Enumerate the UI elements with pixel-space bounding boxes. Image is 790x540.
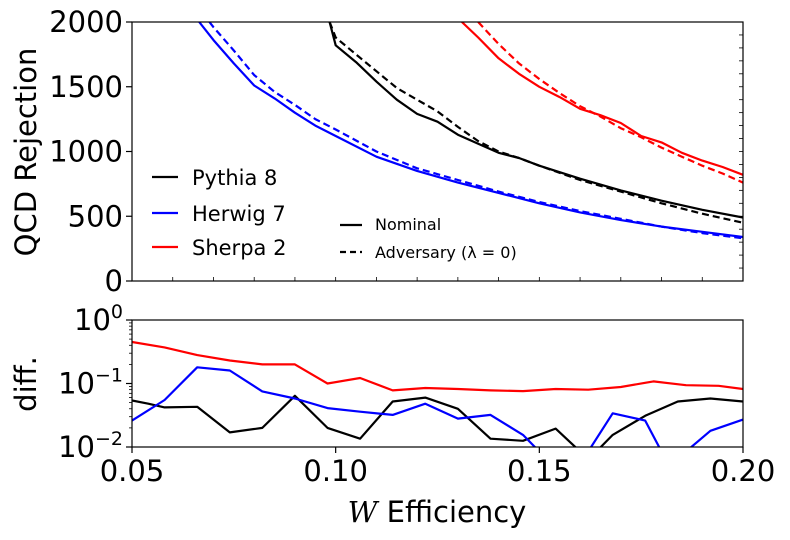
- top-series-group: [198, 22, 743, 240]
- diff-series-pythia-8: [132, 394, 743, 447]
- bottom-tick-group: 0.05 0.10 0.15 0.20 100 10−1 10−2: [58, 301, 775, 488]
- log-y-tick-label: 10−1: [58, 365, 123, 401]
- bottom-plot-frame: [131, 319, 744, 448]
- top-plot-frame: [131, 21, 744, 282]
- legend-label-pythia: Pythia 8: [192, 166, 277, 190]
- bottom-y-axis-label: diff.: [9, 356, 43, 412]
- x-axis-label-text: Efficiency: [377, 495, 526, 529]
- diff-series-herwig-7: [132, 366, 743, 447]
- generator-legend: Pythia 8 Herwig 7 Sherpa 2: [152, 166, 286, 260]
- y-tick-label: 0: [105, 264, 123, 298]
- x-tick-label: 0.15: [507, 454, 572, 488]
- x-tick-label: 0.20: [711, 454, 776, 488]
- legend-label-nominal: Nominal: [375, 215, 441, 234]
- x-axis-label: W Efficiency: [348, 495, 527, 529]
- y-tick-label: 500: [68, 199, 123, 233]
- series-pythia-8-adversary: [328, 22, 743, 224]
- legend-label-herwig: Herwig 7: [192, 202, 286, 226]
- log-y-tick-label: 10−2: [58, 428, 123, 464]
- bottom-panel: 0.05 0.10 0.15 0.20 100 10−1 10−2 diff. W Effi…: [9, 301, 775, 529]
- legend-label-sherpa: Sherpa 2: [192, 236, 286, 260]
- style-legend: Nominal Adversary (λ = 0): [340, 215, 517, 262]
- x-tick-label: 0.05: [100, 454, 165, 488]
- top-y-axis-label: QCD Rejection: [9, 48, 43, 257]
- y-tick-label: 1000: [49, 135, 123, 169]
- series-pythia-8-nominal: [328, 22, 743, 219]
- diff-series-sherpa-2: [132, 340, 743, 393]
- series-sherpa-2-adversary: [477, 22, 743, 184]
- series-herwig-7-adversary: [208, 22, 743, 240]
- top-panel: 0 500 1000 1500 2000 QCD Rejection Pythia 8 …: [9, 5, 744, 298]
- bottom-series-group: [132, 340, 743, 447]
- y-tick-label: 2000: [49, 5, 123, 39]
- y-tick-label: 1500: [49, 70, 123, 104]
- legend-label-adversary: Adversary (λ = 0): [375, 243, 517, 262]
- top-tick-group: 0 500 1000 1500 2000: [49, 5, 744, 298]
- log-y-tick-label: 100: [74, 301, 123, 337]
- x-tick-label: 0.10: [303, 454, 368, 488]
- series-sherpa-2-nominal: [461, 22, 743, 176]
